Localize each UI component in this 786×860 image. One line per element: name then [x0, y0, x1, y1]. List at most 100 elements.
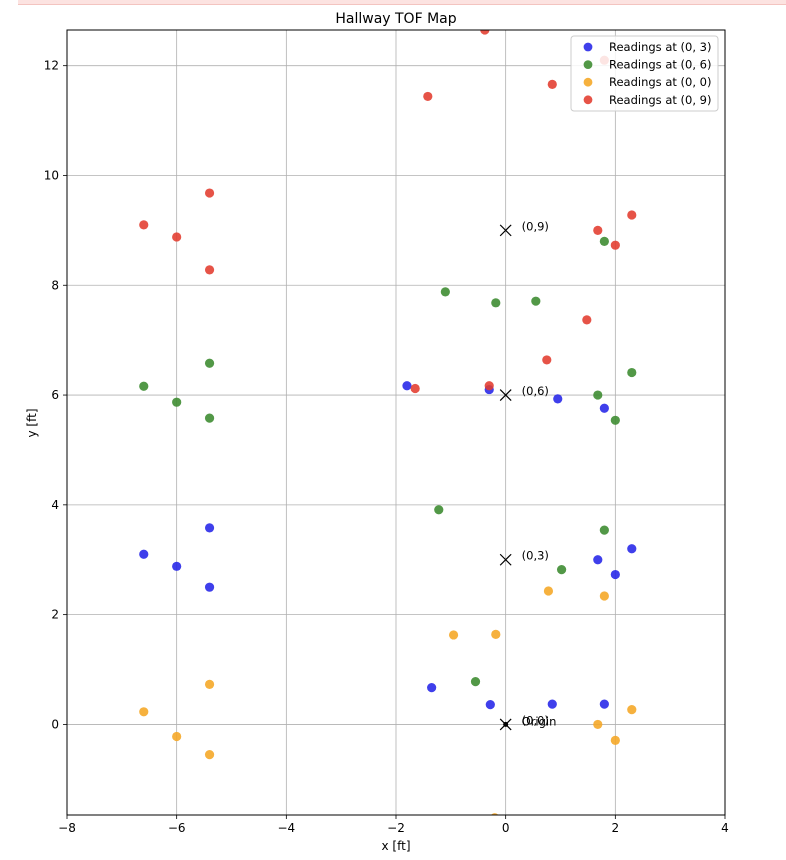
data-point — [410, 383, 420, 394]
legend-marker — [583, 77, 593, 87]
data-point — [593, 555, 603, 565]
legend-marker — [583, 42, 593, 52]
data-point — [204, 188, 215, 198]
data-point — [599, 525, 609, 535]
y-axis-label: y [ft] — [25, 409, 39, 438]
data-point — [627, 367, 637, 378]
data-point — [172, 397, 182, 407]
data-point — [484, 381, 494, 391]
grid — [66, 30, 726, 815]
data-point — [204, 358, 215, 368]
series-group-3 — [139, 30, 637, 394]
series-group-0 — [139, 381, 637, 710]
data-point — [582, 315, 592, 325]
legend-label: Readings at (0, 9) — [609, 93, 711, 107]
data-point — [204, 265, 215, 275]
origin-label: Origin — [522, 714, 557, 728]
marker-x-stroke — [499, 389, 512, 401]
data-point — [139, 220, 149, 230]
data-point — [427, 683, 437, 693]
data-point — [440, 287, 450, 297]
marker-label: (0,9) — [522, 219, 549, 233]
data-point — [547, 699, 557, 709]
top-strip — [18, 0, 786, 5]
data-point — [204, 750, 215, 760]
x-axis-label: x [ft] — [382, 839, 411, 853]
legend-label: Readings at (0, 6) — [609, 58, 711, 72]
marker-x-stroke — [499, 553, 512, 566]
data-point — [610, 240, 620, 250]
data-point — [480, 30, 490, 35]
legend-marker — [583, 60, 593, 69]
x-tick-label: 0 — [502, 821, 510, 835]
data-point — [593, 719, 603, 730]
legend: Readings at (0, 3) Readings at (0, 6) Read… — [570, 35, 719, 112]
data-point — [593, 390, 603, 400]
x-tick-label: −6 — [168, 821, 186, 835]
y-tick-label: 4 — [51, 498, 59, 512]
data-point — [491, 629, 501, 639]
data-point — [402, 381, 412, 391]
data-point — [543, 586, 554, 596]
data-point — [599, 403, 609, 413]
data-point — [204, 679, 215, 689]
data-point — [139, 707, 149, 717]
marker-label: (0,3) — [522, 549, 549, 563]
marker-x-stroke — [499, 224, 512, 237]
data-point — [553, 394, 563, 404]
marker-label: (0,6) — [522, 384, 549, 398]
x-tick-label: −2 — [387, 821, 405, 835]
legend-marker — [583, 95, 593, 105]
legend-label: Readings at (0, 3) — [609, 40, 711, 54]
y-tick-label: 6 — [51, 388, 59, 402]
data-point — [139, 549, 149, 559]
x-tick-label: 2 — [612, 821, 620, 835]
data-point — [542, 355, 552, 365]
y-tick-label: 0 — [51, 717, 59, 731]
data-point — [593, 225, 603, 235]
y-tick-label: 12 — [44, 59, 59, 73]
data-point — [434, 505, 444, 515]
data-point — [204, 523, 215, 533]
marker-label: (0,0) — [522, 713, 549, 727]
data-point — [491, 298, 501, 308]
data-point — [204, 413, 215, 423]
data-point — [627, 544, 637, 554]
ticks: −8 −6 −4 −2 0 2 4 0 2 4 6 8 10 12 — [44, 59, 729, 835]
data-point — [531, 296, 541, 306]
data-point — [485, 700, 495, 710]
data-point — [627, 705, 637, 715]
legend-box — [570, 35, 719, 112]
data-point — [610, 569, 620, 580]
data-point — [172, 561, 182, 571]
data-point — [139, 381, 149, 391]
data-point — [547, 79, 557, 89]
series-layer — [139, 30, 637, 815]
chart-title: Hallway TOF Map — [335, 11, 456, 27]
data-point — [172, 731, 182, 742]
data-point — [423, 91, 433, 102]
data-point — [172, 232, 182, 242]
data-point — [627, 210, 637, 220]
legend-label: Readings at (0, 0) — [609, 75, 711, 89]
data-point — [599, 699, 609, 709]
data-point — [599, 591, 609, 601]
series-group-2 — [139, 586, 637, 815]
data-point — [599, 236, 609, 246]
data-point — [610, 735, 620, 745]
y-tick-label: 8 — [51, 278, 59, 292]
data-point — [204, 582, 215, 592]
origin-point — [503, 721, 509, 727]
data-point — [610, 415, 620, 425]
series-group-1 — [139, 236, 637, 687]
y-tick-label: 2 — [51, 608, 59, 622]
x-tick-label: −8 — [58, 821, 76, 835]
x-tick-label: 4 — [721, 821, 729, 835]
data-point — [556, 565, 567, 575]
y-tick-label: 10 — [44, 168, 59, 182]
markers-layer: (0,9) (0,6) (0,3) (0,0)Origin — [499, 219, 557, 731]
x-tick-label: −4 — [277, 821, 295, 835]
data-point — [448, 630, 459, 640]
data-point — [470, 677, 481, 687]
